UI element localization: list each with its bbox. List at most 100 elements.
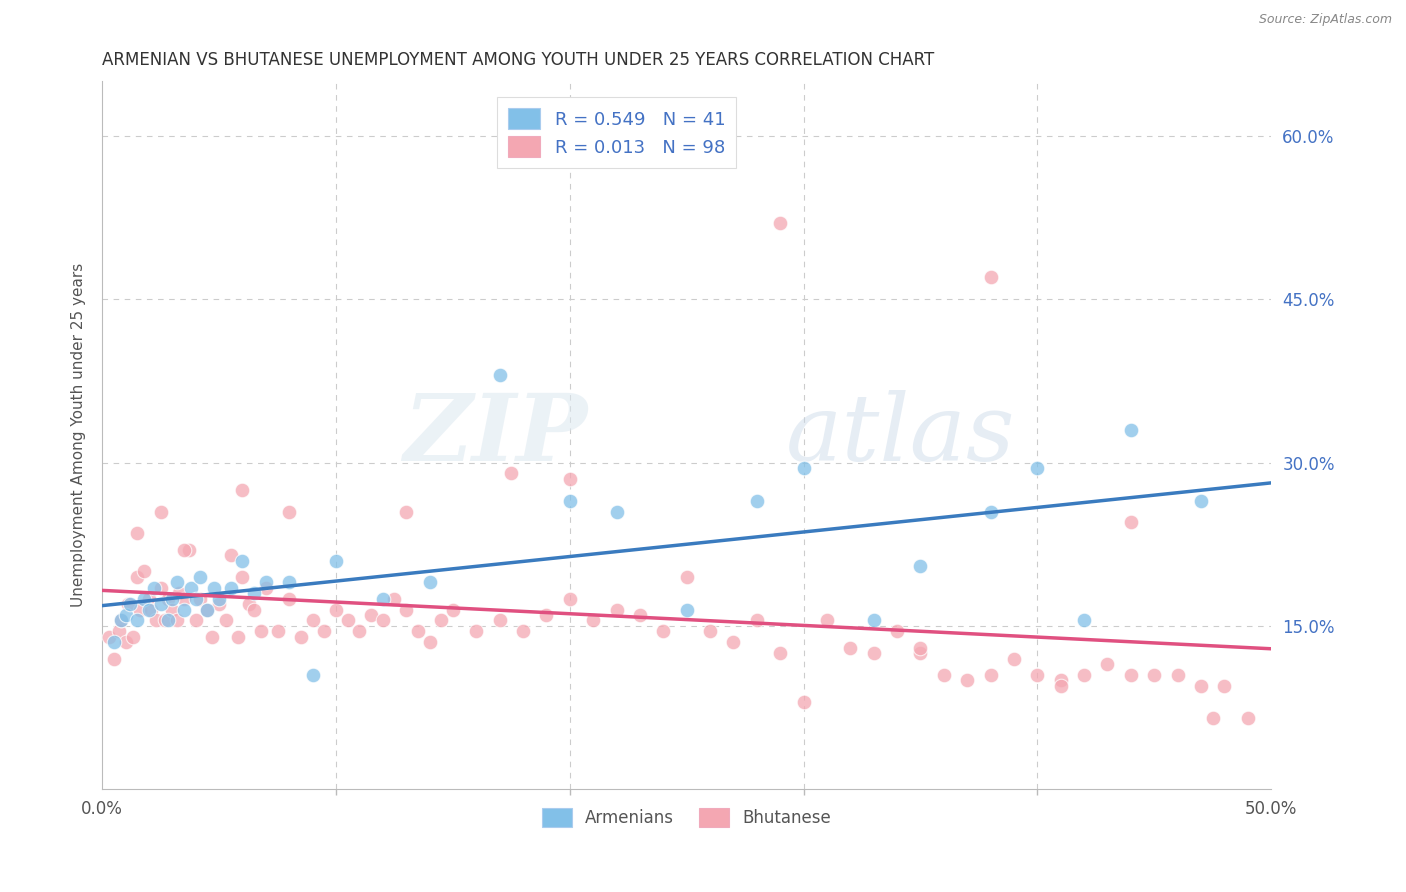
Point [652,624,675,639]
Point [488,368,510,383]
Point [301,668,323,682]
Point [180,581,202,595]
Point [110,614,132,628]
Legend: Armenians, Bhutanese: Armenians, Bhutanese [536,801,838,834]
Point [149,504,172,518]
Text: Source: ZipAtlas.com: Source: ZipAtlas.com [1258,13,1392,27]
Point [558,591,581,606]
Point [103,635,125,649]
Point [301,614,323,628]
Point [418,575,440,590]
Point [121,630,143,644]
Point [699,624,721,639]
Point [173,591,195,606]
Point [395,504,418,518]
Point [98,630,121,644]
Point [465,624,488,639]
Point [215,614,238,628]
Point [1119,516,1142,530]
Point [114,607,136,622]
Point [149,597,172,611]
Point [254,581,277,595]
Point [371,614,394,628]
Point [138,591,160,606]
Point [134,591,156,606]
Point [156,614,179,628]
Point [1026,461,1049,475]
Point [501,467,523,481]
Point [488,614,510,628]
Point [745,614,768,628]
Point [1202,711,1225,725]
Point [208,591,231,606]
Point [145,614,167,628]
Point [1002,651,1025,665]
Point [103,651,125,665]
Point [1073,614,1095,628]
Point [1143,668,1166,682]
Point [769,216,792,230]
Point [155,614,177,628]
Point [190,591,212,606]
Point [141,602,163,616]
Point [1049,673,1071,688]
Point [128,602,150,616]
Point [219,581,242,595]
Point [314,624,336,639]
Point [512,624,534,639]
Point [243,586,266,600]
Point [769,646,792,660]
Point [278,591,301,606]
Point [558,472,581,486]
Point [1119,668,1142,682]
Point [238,597,260,611]
Point [278,575,301,590]
Point [254,575,277,590]
Point [910,640,932,655]
Point [1213,679,1236,693]
Point [395,602,418,616]
Point [815,614,838,628]
Point [134,565,156,579]
Point [278,504,301,518]
Point [208,597,231,611]
Point [1236,711,1258,725]
Point [862,614,884,628]
Point [536,607,558,622]
Point [723,635,745,649]
Point [190,570,212,584]
Point [582,614,605,628]
Point [219,548,242,562]
Point [184,614,207,628]
Point [127,614,149,628]
Point [628,607,651,622]
Point [142,581,165,595]
Point [862,646,884,660]
Point [231,570,253,584]
Point [793,695,815,709]
Point [418,635,440,649]
Point [910,558,932,573]
Point [197,602,219,616]
Point [980,270,1002,285]
Point [114,635,136,649]
Point [177,542,200,557]
Point [980,504,1002,518]
Point [184,591,207,606]
Point [117,597,139,611]
Point [606,504,628,518]
Point [197,602,219,616]
Point [675,570,697,584]
Point [1119,423,1142,437]
Point [204,581,226,595]
Y-axis label: Unemployment Among Youth under 25 years: Unemployment Among Youth under 25 years [72,263,86,607]
Point [980,668,1002,682]
Point [886,624,908,639]
Point [349,624,371,639]
Point [290,630,312,644]
Point [166,614,188,628]
Point [173,542,195,557]
Point [336,614,359,628]
Point [839,640,862,655]
Point [156,591,179,606]
